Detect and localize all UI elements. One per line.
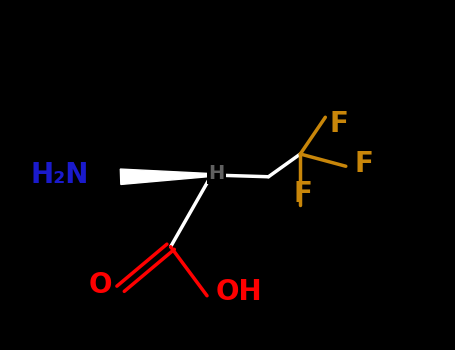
Text: F: F [293,180,312,208]
Text: O: O [88,271,112,299]
Text: F: F [329,110,349,138]
Text: F: F [354,150,374,178]
Text: H₂N: H₂N [30,161,89,189]
Text: H: H [208,164,224,183]
Polygon shape [120,169,212,184]
Text: OH: OH [216,278,262,306]
